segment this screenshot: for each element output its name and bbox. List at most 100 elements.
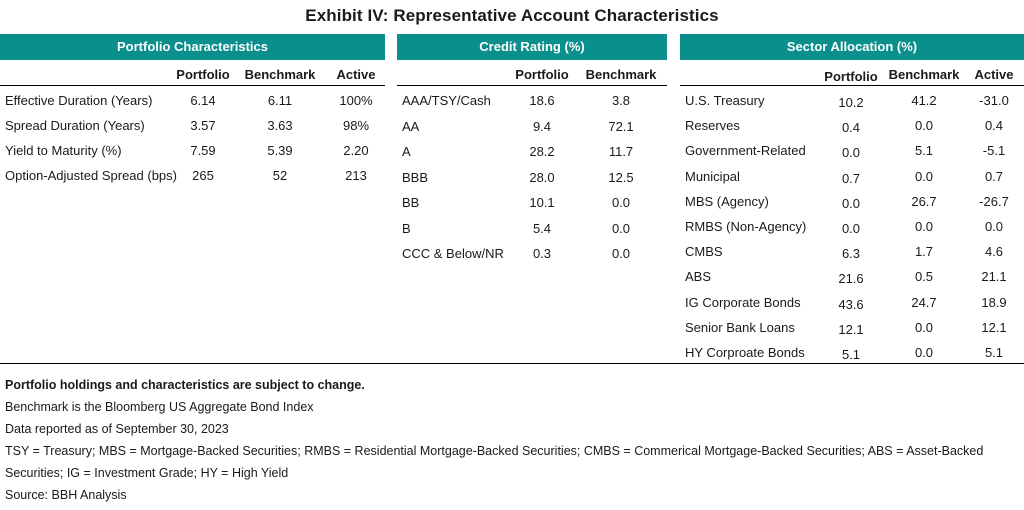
table-row: B 5.4 0.0	[397, 216, 667, 242]
cell-portfolio: 6.14	[190, 93, 216, 108]
table-row: BBB 28.0 12.5	[397, 165, 667, 191]
row-label: B	[402, 220, 411, 236]
row-label: BB	[402, 195, 420, 210]
cell-portfolio: 9.4	[532, 118, 552, 134]
cell-portfolio: 28.0	[529, 169, 555, 185]
cell-benchmark: 0.0	[611, 195, 631, 210]
row-label: CMBS	[685, 244, 723, 260]
cell-benchmark: 6.11	[267, 93, 293, 108]
footnote-abbreviations: TSY = Treasury; MBS = Mortgage-Backed Se…	[5, 444, 984, 480]
table-row: Reserves 0.4 0.0 0.4	[680, 113, 1024, 138]
table-row: A 28.2 11.7	[397, 139, 667, 165]
cell-benchmark: 3.63	[267, 118, 293, 133]
row-label: Municipal	[685, 168, 740, 184]
column-header-active: Active	[336, 67, 376, 82]
cell-active: 2.20	[343, 143, 369, 158]
column-header-benchmark: Benchmark	[585, 67, 657, 82]
row-label: AA	[402, 118, 420, 134]
sector-allocation-table: Sector Allocation (%) Portfolio Benchmar…	[680, 34, 1024, 365]
cell-portfolio: 28.2	[529, 144, 555, 159]
cell-benchmark: 0.0	[611, 246, 631, 261]
row-label: Senior Bank Loans	[685, 319, 795, 335]
cell-portfolio: 12.1	[838, 321, 864, 337]
column-headers: Portfolio Benchmark Active	[0, 60, 385, 86]
table-row: Senior Bank Loans 12.1 0.0 12.1	[680, 315, 1024, 340]
footnote-disclaimer: Portfolio holdings and characteristics a…	[5, 378, 365, 392]
cell-active: 0.4	[984, 118, 1004, 134]
credit-rating-table: Credit Rating (%) Portfolio Benchmark AA…	[397, 34, 667, 267]
footnote-source: Source: BBH Analysis	[5, 488, 127, 502]
row-label: CCC & Below/NR	[402, 246, 504, 261]
table-row: CCC & Below/NR 0.3 0.0	[397, 241, 667, 267]
cell-benchmark: 72.1	[608, 118, 634, 134]
row-label: RMBS (Non-Agency)	[685, 218, 807, 234]
row-label: Spread Duration (Years)	[5, 118, 145, 133]
cell-portfolio: 7.59	[190, 143, 216, 158]
row-label: Reserves	[685, 118, 740, 134]
cell-benchmark: 3.8	[611, 93, 631, 108]
cell-benchmark: 0.5	[914, 269, 934, 285]
table-row: Yield to Maturity (%) 7.59 5.39 2.20	[0, 138, 385, 163]
cell-portfolio: 43.6	[838, 296, 864, 312]
page-title: Exhibit IV: Representative Account Chara…	[305, 6, 719, 25]
cell-portfolio: 3.57	[190, 118, 216, 133]
table-row: AA 9.4 72.1	[397, 114, 667, 140]
cell-portfolio: 5.4	[532, 220, 552, 236]
row-label: Option-Adjusted Spread (bps)	[5, 168, 177, 183]
cell-benchmark: 26.7	[911, 193, 937, 209]
cell-active: 0.0	[984, 218, 1004, 234]
cell-benchmark: 41.2	[911, 93, 937, 108]
column-header-portfolio: Portfolio	[515, 67, 569, 82]
cell-portfolio: 21.6	[838, 271, 864, 287]
cell-active: 98%	[342, 118, 370, 133]
cell-active: 21.1	[981, 269, 1007, 285]
row-label: Government-Related	[685, 143, 806, 159]
cell-benchmark: 0.0	[914, 168, 934, 184]
cell-active: -5.1	[982, 143, 1006, 159]
cell-benchmark: 0.0	[914, 118, 934, 134]
cell-benchmark: 52	[272, 168, 288, 183]
credit-rating-header: Credit Rating (%)	[397, 34, 667, 60]
row-label: AAA/TSY/Cash	[402, 93, 491, 108]
cell-benchmark: 5.39	[267, 143, 293, 158]
cell-active: 18.9	[981, 294, 1007, 310]
cell-portfolio: 0.4	[841, 120, 861, 136]
cell-portfolio: 0.0	[841, 220, 861, 236]
row-label: Effective Duration (Years)	[5, 93, 153, 108]
cell-portfolio: 10.2	[838, 95, 864, 110]
cell-active: 100%	[339, 93, 373, 108]
table-row: MBS (Agency) 0.0 26.7 -26.7	[680, 189, 1024, 214]
sector-allocation-header: Sector Allocation (%)	[680, 34, 1024, 60]
cell-active: 213	[345, 168, 367, 183]
table-row: IG Corporate Bonds 43.6 24.7 18.9	[680, 290, 1024, 315]
footnote-benchmark: Benchmark is the Bloomberg US Aggregate …	[5, 400, 314, 414]
column-headers: Portfolio Benchmark	[397, 60, 667, 86]
row-label: BBB	[402, 169, 429, 185]
row-label: A	[402, 144, 411, 159]
table-row: Effective Duration (Years) 6.14 6.11 100%	[0, 88, 385, 113]
row-label: HY Corproate Bonds	[685, 344, 805, 360]
cell-benchmark: 5.1	[914, 143, 934, 159]
column-header-benchmark: Benchmark	[888, 67, 960, 82]
row-label: ABS	[685, 269, 712, 285]
column-header-portfolio: Portfolio	[824, 69, 878, 84]
cell-active: 0.7	[984, 168, 1004, 184]
cell-portfolio: 6.3	[841, 246, 861, 262]
cell-benchmark: 24.7	[911, 294, 937, 310]
cell-portfolio: 0.7	[841, 170, 861, 186]
footnote-date: Data reported as of September 30, 2023	[5, 422, 229, 436]
cell-benchmark: 0.0	[914, 344, 934, 360]
table-row: HY Corproate Bonds 5.1 0.0 5.1	[680, 340, 1024, 365]
cell-portfolio: 0.3	[532, 246, 552, 261]
table-row: RMBS (Non-Agency) 0.0 0.0 0.0	[680, 214, 1024, 239]
cell-active: 12.1	[981, 319, 1007, 335]
table-row: Option-Adjusted Spread (bps) 265 52 213	[0, 163, 385, 188]
cell-active: -26.7	[979, 193, 1009, 209]
table-row: Spread Duration (Years) 3.57 3.63 98%	[0, 113, 385, 138]
row-label: Yield to Maturity (%)	[5, 143, 122, 158]
cell-benchmark: 0.0	[611, 220, 631, 236]
cell-active: 5.1	[984, 344, 1004, 360]
column-header-active: Active	[974, 67, 1014, 82]
cell-portfolio: 18.6	[529, 93, 555, 108]
cell-portfolio: 10.1	[529, 195, 555, 210]
